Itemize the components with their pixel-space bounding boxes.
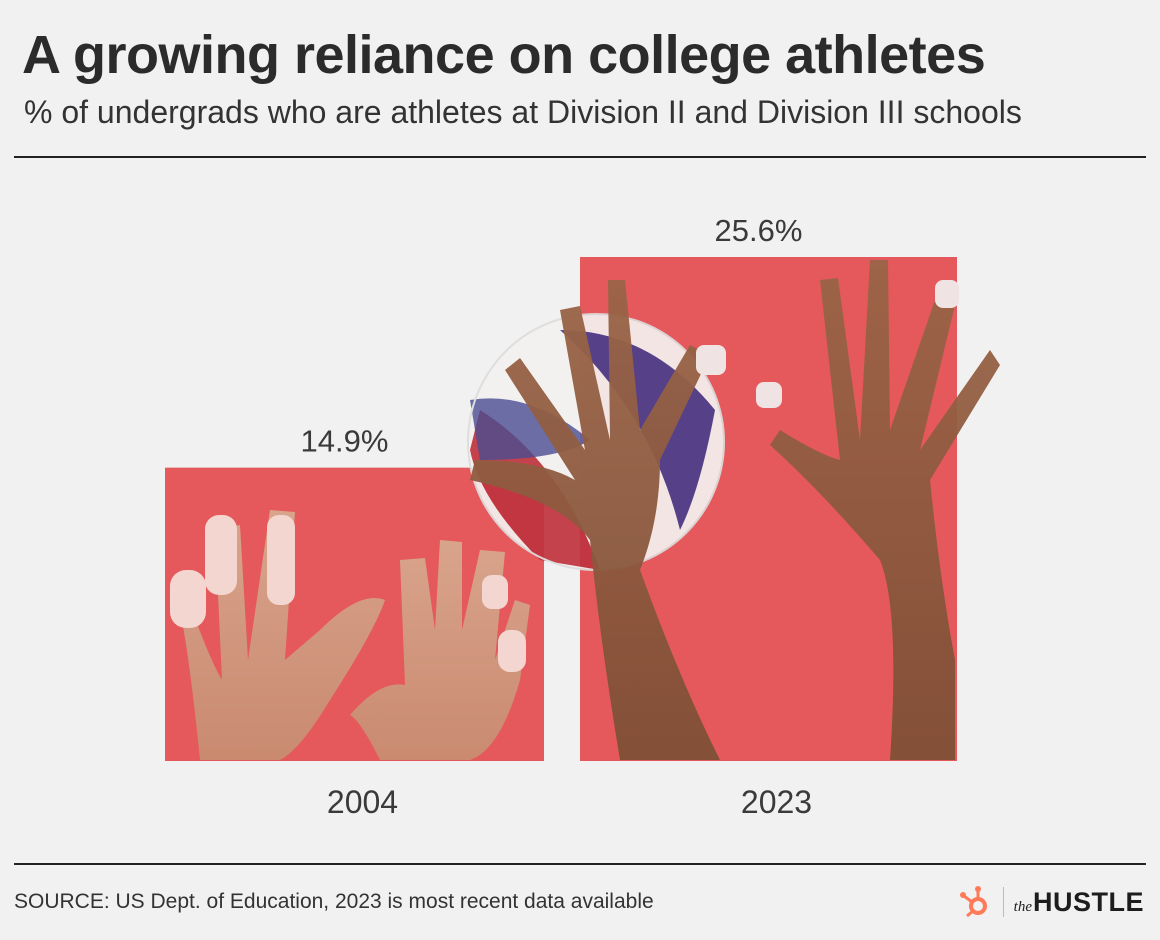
category-label-2004: 2004 xyxy=(327,784,398,820)
category-label-2023: 2023 xyxy=(741,784,812,820)
taped-hands-illustration xyxy=(170,510,530,760)
bar-chart: 14.9% 2004 25.6% 2023 xyxy=(165,213,1000,820)
brand-divider xyxy=(1002,887,1004,917)
value-label-2023: 25.6% xyxy=(715,213,803,248)
brand-logo: theHUSTLE xyxy=(959,882,1144,922)
sprocket-icon xyxy=(959,886,987,918)
source-note: SOURCE: US Dept. of Education, 2023 is m… xyxy=(14,890,654,913)
blocking-hands-illustration xyxy=(470,260,1000,760)
bottom-divider xyxy=(14,863,1146,865)
brand-the: the xyxy=(1013,898,1032,915)
value-label-2004: 14.9% xyxy=(301,424,389,459)
top-divider xyxy=(14,156,1146,158)
chart-title: A growing reliance on college athletes xyxy=(22,25,986,85)
chart-subtitle: % of undergrads who are athletes at Divi… xyxy=(24,94,1022,130)
brand-hustle: HUSTLE xyxy=(1033,886,1144,917)
